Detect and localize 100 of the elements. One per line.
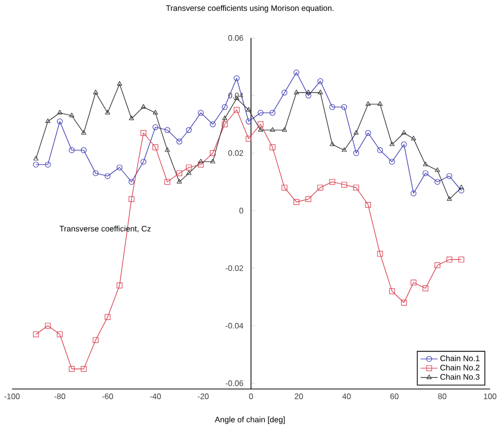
point: [422, 162, 428, 166]
point: [44, 322, 51, 329]
point: [152, 124, 158, 130]
point: [294, 199, 300, 205]
point: [365, 130, 372, 136]
point: [366, 101, 371, 106]
point: [389, 142, 395, 146]
point: [318, 90, 323, 94]
point: [164, 178, 170, 185]
point: [306, 90, 311, 94]
point: [186, 127, 192, 133]
point: [68, 366, 75, 372]
point: [422, 285, 428, 292]
point: [305, 92, 312, 98]
point: [294, 90, 299, 94]
point: [45, 118, 50, 124]
point: [446, 173, 452, 179]
point: [329, 178, 336, 185]
point: [329, 104, 336, 110]
point: [104, 314, 110, 320]
point: [56, 118, 63, 124]
point: [434, 178, 440, 185]
point: [246, 118, 252, 124]
point: [198, 158, 204, 164]
point: [92, 170, 99, 176]
point: [401, 130, 407, 135]
point: [353, 184, 360, 190]
point: [434, 262, 440, 268]
point: [128, 196, 134, 202]
point: [294, 70, 300, 76]
point: [389, 158, 395, 165]
point: [446, 196, 452, 201]
point: [93, 90, 98, 94]
point: [152, 144, 158, 150]
point: [377, 250, 383, 257]
point: [317, 78, 324, 84]
point: [341, 104, 348, 110]
point: [270, 110, 276, 116]
point: [210, 158, 216, 164]
point: [140, 158, 146, 165]
point: [377, 147, 383, 154]
point: [80, 366, 87, 372]
point: [57, 110, 62, 114]
point: [128, 116, 134, 120]
point: [56, 331, 63, 338]
point: [176, 178, 182, 184]
point: [44, 162, 51, 168]
point: [234, 107, 240, 113]
point: [258, 127, 264, 132]
point: [68, 147, 75, 154]
point: [92, 337, 99, 343]
point: [317, 184, 324, 190]
point: [176, 170, 182, 176]
point: [176, 138, 182, 144]
point: [270, 144, 276, 150]
point: [210, 150, 216, 156]
point: [105, 110, 110, 114]
point: [234, 75, 240, 82]
point: [341, 182, 348, 188]
point: [446, 256, 452, 262]
point: [210, 121, 216, 128]
point: [410, 190, 416, 196]
point: [117, 81, 122, 86]
point: [222, 121, 228, 128]
point: [116, 282, 122, 288]
point: [378, 101, 383, 106]
point: [140, 130, 146, 136]
point: [365, 202, 372, 208]
point: [401, 142, 407, 148]
point: [434, 167, 440, 172]
point: [152, 110, 158, 114]
point: [410, 136, 416, 140]
point: [164, 147, 170, 152]
point: [222, 116, 228, 120]
point: [353, 150, 360, 156]
point: [81, 130, 86, 135]
point: [282, 127, 288, 132]
point: [69, 112, 74, 118]
point: [164, 127, 170, 133]
point: [116, 164, 122, 170]
point: [186, 170, 192, 175]
point: [186, 164, 192, 170]
point: [282, 184, 288, 190]
point: [354, 130, 359, 135]
point: [330, 142, 335, 146]
point: [258, 110, 264, 116]
point: [198, 162, 204, 168]
point: [282, 90, 288, 96]
point: [128, 178, 134, 185]
point: [305, 196, 312, 202]
point: [258, 121, 264, 128]
point: [80, 147, 87, 154]
point: [458, 256, 464, 262]
point: [33, 331, 39, 338]
point: [410, 280, 416, 286]
point: [422, 170, 428, 176]
point: [246, 136, 252, 142]
point: [270, 127, 276, 132]
point: [104, 173, 110, 179]
point: [389, 288, 395, 294]
